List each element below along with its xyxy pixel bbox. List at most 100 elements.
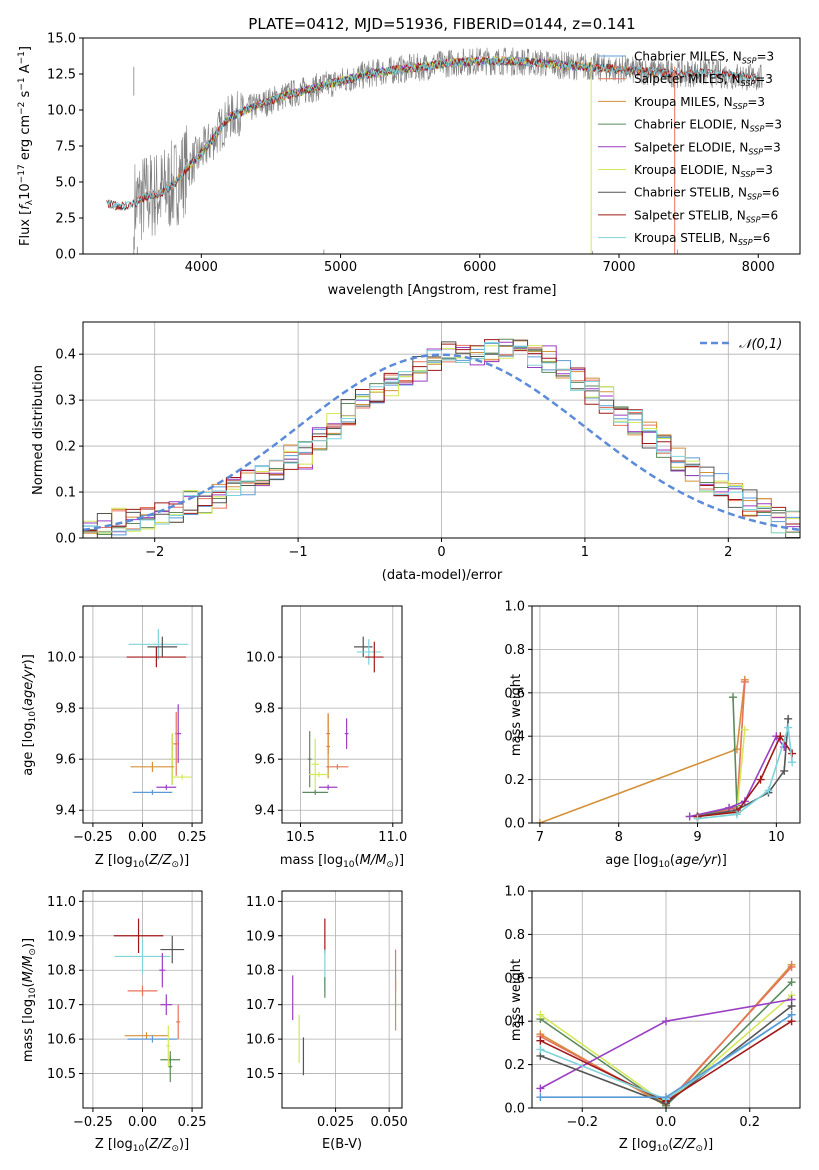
x-tick-label: 6000 xyxy=(463,260,496,275)
weight-z-xlabel: Z [log10(Z/Z⊙)] xyxy=(619,1137,713,1154)
y-tick-label: 5.0 xyxy=(55,176,76,191)
legend-label: Salpeter ELODIE, NSSP=3 xyxy=(634,140,781,156)
weight-marker xyxy=(787,978,796,987)
model-spectrum-line xyxy=(136,55,675,204)
spectrum-ylabel: Flux [fλ10−17 erg cm−2 s−1 A−1] xyxy=(17,46,35,246)
y-tick-label: 0.8 xyxy=(504,928,525,943)
y-tick-label: 10.6 xyxy=(47,1033,76,1048)
mass-ebv-xlabel: E(B-V) xyxy=(322,1137,362,1152)
x-tick-label: 8000 xyxy=(742,260,775,275)
x-tick-label: 4000 xyxy=(185,260,218,275)
x-tick-label: 5000 xyxy=(324,260,357,275)
weight-marker xyxy=(535,819,544,823)
model-spectrum-line xyxy=(187,56,591,171)
weight-marker xyxy=(787,1002,796,1011)
x-tick-label: 8 xyxy=(615,830,623,845)
y-tick-label: 15.0 xyxy=(47,32,76,47)
x-tick-label: 0 xyxy=(437,545,445,560)
weight-marker xyxy=(536,1010,545,1019)
residual-panel: −2 −1 0 1 2 0.0 0.1 0.2 0.3 0.4 (data-model)/erro… xyxy=(31,321,801,583)
y-tick-label: 0.4 xyxy=(504,730,525,745)
weight-marker xyxy=(685,812,694,821)
y-tick-label: 10.6 xyxy=(246,1033,275,1048)
y-tick-label: 0.1 xyxy=(55,486,76,501)
y-tick-label: 12.5 xyxy=(47,68,76,83)
x-tick-label: 0.0 xyxy=(656,1115,677,1130)
y-tick-label: 9.8 xyxy=(254,702,275,717)
y-tick-label: 10.8 xyxy=(47,964,76,979)
panel-plot-area xyxy=(535,675,797,823)
y-tick-label: 0.3 xyxy=(55,394,76,409)
weight-z-ylabel: mass weight xyxy=(509,959,524,1041)
y-tick-label: 0.0 xyxy=(504,1102,525,1117)
age-mass-xlabel: mass [log10(M/M⊙)] xyxy=(280,853,404,870)
small-panel-labels: age [log10(age/yr)] Z [log10(Z/Z⊙)] mass… xyxy=(21,654,727,1154)
y-tick-label: 0.8 xyxy=(504,643,525,658)
y-tick-label: 0.4 xyxy=(55,348,76,363)
mass-vs-Z-panel: −0.25 0.00 0.25 10.5 10.6 10.7 10.8 10.9 11.0 xyxy=(47,890,207,1130)
x-tick-label: 10.5 xyxy=(286,830,315,845)
residual-plot-area xyxy=(83,338,800,538)
y-tick-label: 0.0 xyxy=(55,532,76,547)
y-tick-label: 10.0 xyxy=(47,104,76,119)
panel-plot-area xyxy=(126,628,193,795)
residual-legend: 𝒩(0,1) xyxy=(700,337,782,352)
spectrum-panel: PLATE=0412, MJD=51936, FIBERID=0144, z=0… xyxy=(17,15,801,298)
y-tick-label: 0.4 xyxy=(504,1015,525,1030)
x-tick-label: 7 xyxy=(536,830,544,845)
y-tick-label: 0.6 xyxy=(504,686,525,701)
y-tick-label: 11.0 xyxy=(246,895,275,910)
legend-label: Kroupa STELIB, NSSP=6 xyxy=(634,231,770,247)
y-tick-label: 9.4 xyxy=(254,804,275,819)
x-tick-label: 0.050 xyxy=(371,1115,408,1130)
mass-z-xlabel: Z [log10(Z/Z⊙)] xyxy=(95,1137,189,1154)
weight-marker xyxy=(693,814,702,823)
age-vs-Z-panel: −0.25 0.00 0.25 9.4 9.6 9.8 10.0 xyxy=(47,605,207,845)
y-tick-label: 9.4 xyxy=(55,804,76,819)
x-tick-label: 11.0 xyxy=(378,830,407,845)
weight-marker xyxy=(536,1084,545,1093)
weight-marker xyxy=(787,962,796,971)
panel-frame xyxy=(531,605,801,824)
spectrum-title: PLATE=0412, MJD=51936, FIBERID=0144, z=0… xyxy=(248,15,635,33)
y-tick-label: 9.6 xyxy=(55,753,76,768)
y-tick-label: 11.0 xyxy=(47,895,76,910)
x-tick-label: 0.25 xyxy=(178,830,207,845)
weight-marker xyxy=(536,1045,545,1054)
weight-marker xyxy=(662,1017,670,1026)
y-tick-label: 9.6 xyxy=(254,753,275,768)
y-tick-label: 10.0 xyxy=(246,651,275,666)
weight-marker xyxy=(536,1093,545,1102)
y-tick-label: 1.0 xyxy=(504,885,525,900)
spectrum-legend: Chabrier MILES, NSSP=3 Salpeter MILES, NS… xyxy=(598,50,782,247)
legend-label: Kroupa ELODIE, NSSP=3 xyxy=(634,163,773,179)
y-tick-label: 0.0 xyxy=(55,248,76,263)
x-tick-label: 1 xyxy=(581,545,589,560)
y-tick-label: 9.8 xyxy=(55,702,76,717)
y-tick-label: 0.6 xyxy=(504,971,525,986)
mass-vs-ebv-panel: 0.025 0.050 10.5 10.6 10.7 10.8 10.9 11.0 xyxy=(246,890,408,1130)
y-tick-label: 10.5 xyxy=(246,1067,275,1082)
y-tick-label: 2.5 xyxy=(55,212,76,227)
x-tick-label: 2 xyxy=(724,545,732,560)
weight-vs-Z-panel: −0.2 0.0 0.2 0.0 0.2 0.4 0.6 0.8 1.0 xyxy=(504,885,801,1130)
legend-label: Salpeter MILES, NSSP=3 xyxy=(634,72,773,88)
panel-plot-area xyxy=(302,636,384,795)
model-spectrum-line xyxy=(187,55,591,172)
weight-age-ylabel: mass weight xyxy=(509,674,524,756)
legend-label: Kroupa MILES, NSSP=3 xyxy=(634,95,765,111)
y-tick-label: 10.0 xyxy=(47,651,76,666)
model-spectrum-line xyxy=(106,55,759,211)
x-tick-label: 0.025 xyxy=(317,1115,354,1130)
x-tick-label: −0.2 xyxy=(566,1115,598,1130)
y-tick-label: 10.7 xyxy=(47,998,76,1013)
x-tick-label: 0.00 xyxy=(128,1115,157,1130)
weight-marker xyxy=(784,723,793,732)
weight-marker xyxy=(725,803,734,812)
y-tick-label: 0.0 xyxy=(504,817,525,832)
x-tick-label: −1 xyxy=(289,545,308,560)
y-tick-label: 1.0 xyxy=(504,600,525,615)
y-tick-label: 10.5 xyxy=(47,1067,76,1082)
x-tick-label: 0.2 xyxy=(739,1115,760,1130)
